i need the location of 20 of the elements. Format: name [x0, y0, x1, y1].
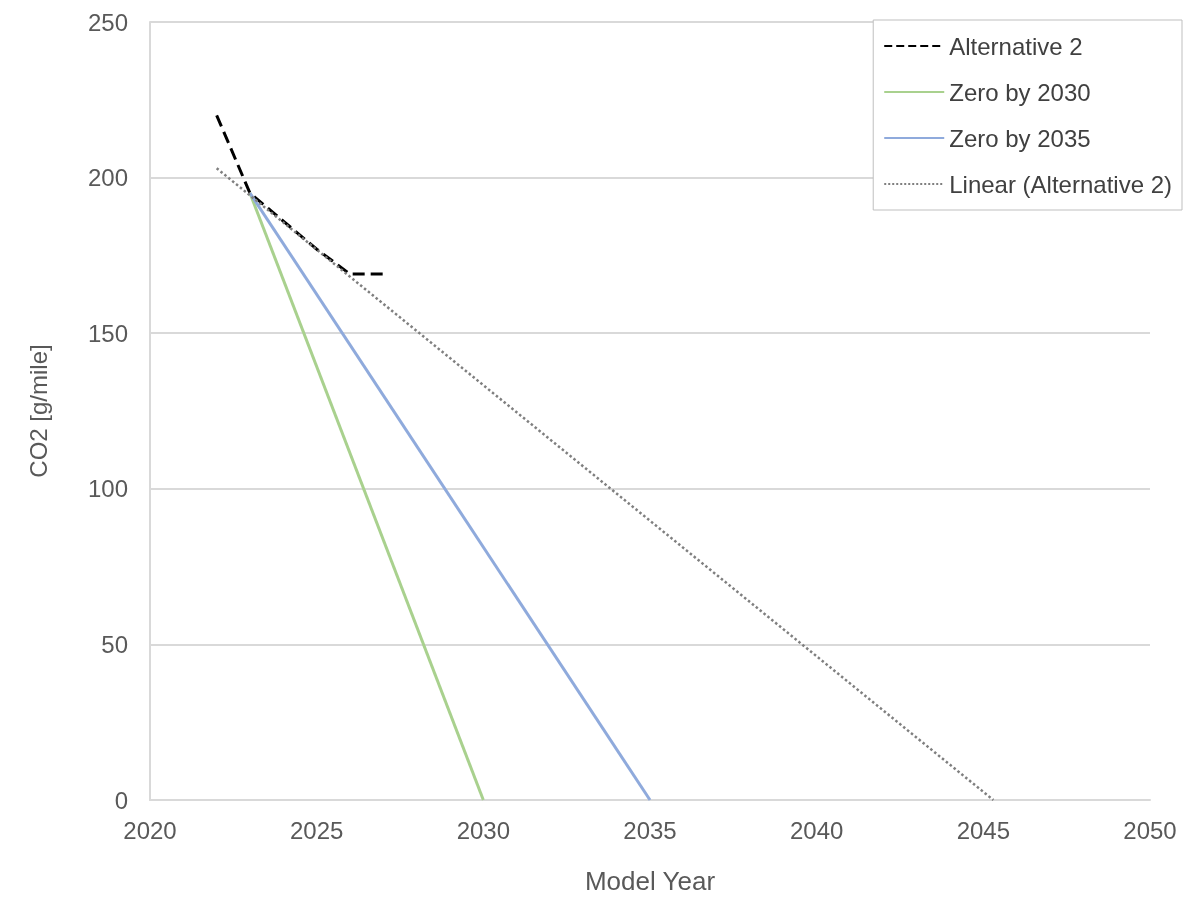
legend-label: Zero by 2035	[949, 124, 1091, 152]
x-tick-label: 2035	[623, 816, 677, 844]
y-tick-label: 50	[101, 630, 128, 658]
x-tick-label: 2045	[956, 816, 1011, 844]
legend-label: Zero by 2030	[949, 78, 1091, 106]
y-tick-label: 200	[87, 164, 128, 192]
y-axis-title: CO2 [g/mile]	[24, 344, 52, 478]
x-tick-label: 2025	[289, 816, 344, 844]
y-tick-label: 250	[87, 8, 128, 36]
x-axis-title: Model Year	[584, 866, 716, 896]
y-tick-label: 0	[114, 786, 128, 814]
x-tick-label: 2040	[789, 816, 844, 844]
y-tick-label: 150	[87, 319, 128, 347]
x-tick-label: 2020	[123, 816, 177, 844]
legend-label: Linear (Alternative 2)	[949, 170, 1173, 198]
x-tick-label: 2050	[1123, 816, 1177, 844]
line-series	[215, 113, 385, 276]
legend-label: Alternative 2	[949, 32, 1083, 60]
x-tick-label: 2030	[456, 816, 511, 844]
y-tick-label: 100	[87, 475, 128, 503]
